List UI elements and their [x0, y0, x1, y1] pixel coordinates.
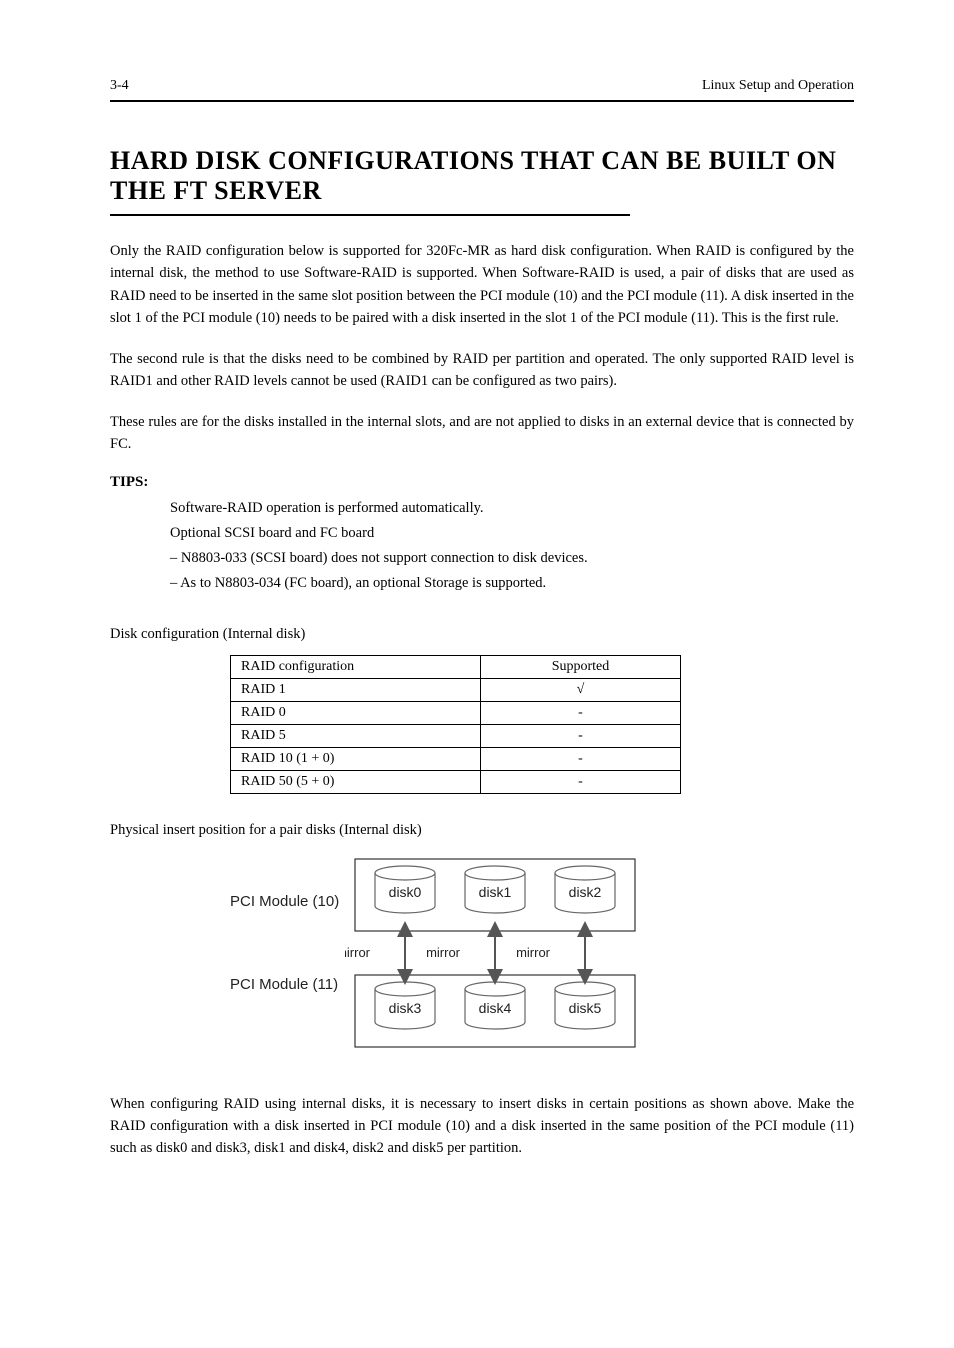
svg-text:mirror: mirror — [516, 945, 551, 960]
tips-item: As to N8803-034 (FC board), an optional … — [170, 572, 854, 595]
mirror-diagram: PCI Module (10) PCI Module (11) disk0dis… — [230, 853, 854, 1053]
table-cell: - — [481, 770, 681, 793]
paragraph-1: Only the RAID configuration below is sup… — [110, 240, 854, 330]
disk-config-label: Disk configuration (Internal disk) — [110, 626, 854, 643]
svg-text:disk5: disk5 — [569, 1000, 602, 1016]
table-cell: - — [481, 747, 681, 770]
section-title: HARD DISK CONFIGURATIONS THAT CAN BE BUI… — [110, 146, 854, 206]
table-row: RAID 5- — [231, 724, 681, 747]
table-row: RAID 0- — [231, 701, 681, 724]
chapter-number: 3-4 — [110, 78, 129, 94]
table-cell: RAID 0 — [231, 701, 481, 724]
table-row: RAID configurationSupported — [231, 655, 681, 678]
svg-text:mirror: mirror — [426, 945, 461, 960]
table-cell: RAID 10 (1 + 0) — [231, 747, 481, 770]
table-cell: RAID 5 — [231, 724, 481, 747]
table-row: RAID 1√ — [231, 678, 681, 701]
paragraph-3: These rules are for the disks installed … — [110, 411, 854, 456]
svg-text:disk4: disk4 — [479, 1000, 512, 1016]
table-cell: Supported — [481, 655, 681, 678]
tips-list: Software-RAID operation is performed aut… — [110, 497, 854, 596]
svg-text:disk1: disk1 — [479, 884, 512, 900]
raid-table: RAID configurationSupported RAID 1√ RAID… — [230, 655, 681, 794]
svg-text:disk3: disk3 — [389, 1000, 422, 1016]
section-rule — [110, 214, 630, 216]
table-row: RAID 50 (5 + 0)- — [231, 770, 681, 793]
mirror-svg: disk0 disk1 disk2 disk3 disk4 disk5 mirror mirr… — [345, 853, 645, 1053]
tips-label: TIPS: — [110, 474, 854, 491]
table-cell: - — [481, 724, 681, 747]
paragraph-4: When configuring RAID using internal dis… — [110, 1093, 854, 1160]
table-cell: RAID configuration — [231, 655, 481, 678]
paragraph-2: The second rule is that the disks need t… — [110, 348, 854, 393]
tips-item: N8803-033 (SCSI board) does not support … — [170, 547, 854, 570]
module-label-11: PCI Module (11) — [230, 976, 339, 993]
tips-item: Optional SCSI board and FC board — [170, 522, 854, 545]
table-cell: RAID 50 (5 + 0) — [231, 770, 481, 793]
module-label-10: PCI Module (10) — [230, 893, 339, 910]
diagram-label: Physical insert position for a pair disk… — [110, 822, 854, 839]
svg-text:mirror: mirror — [345, 945, 371, 960]
svg-text:disk0: disk0 — [389, 884, 422, 900]
header-title: Linux Setup and Operation — [702, 78, 854, 94]
svg-text:disk2: disk2 — [569, 884, 602, 900]
table-cell: √ — [481, 678, 681, 701]
table-cell: RAID 1 — [231, 678, 481, 701]
tips-item: Software-RAID operation is performed aut… — [170, 497, 854, 520]
header-rule — [110, 100, 854, 102]
tips-block: TIPS: Software-RAID operation is perform… — [110, 474, 854, 596]
table-cell: - — [481, 701, 681, 724]
table-row: RAID 10 (1 + 0)- — [231, 747, 681, 770]
